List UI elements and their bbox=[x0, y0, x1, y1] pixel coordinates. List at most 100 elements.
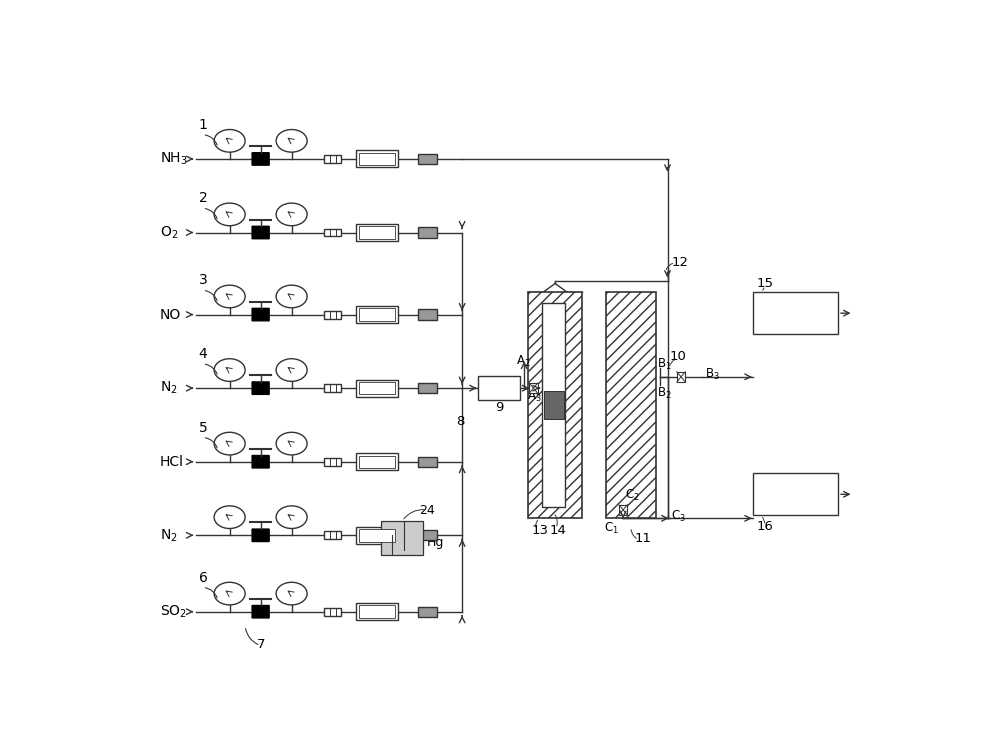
Text: SO$_2$: SO$_2$ bbox=[160, 603, 187, 620]
Text: 13: 13 bbox=[532, 524, 549, 537]
Bar bbox=[359, 309, 395, 320]
Circle shape bbox=[276, 359, 307, 381]
Circle shape bbox=[214, 582, 245, 605]
Text: 24: 24 bbox=[420, 503, 435, 517]
Text: A$_3$: A$_3$ bbox=[527, 389, 542, 404]
Text: 2: 2 bbox=[199, 191, 207, 205]
Text: 9: 9 bbox=[495, 401, 503, 415]
Circle shape bbox=[276, 432, 307, 455]
Polygon shape bbox=[252, 456, 269, 468]
Bar bbox=[478, 376, 520, 400]
Bar bbox=[359, 382, 395, 395]
Bar bbox=[356, 603, 398, 620]
Circle shape bbox=[214, 432, 245, 455]
Bar bbox=[418, 154, 437, 164]
Text: 15: 15 bbox=[757, 277, 774, 290]
Circle shape bbox=[214, 506, 245, 528]
Bar bbox=[356, 224, 398, 241]
Bar bbox=[529, 383, 538, 393]
Polygon shape bbox=[252, 382, 269, 395]
Circle shape bbox=[214, 129, 245, 152]
Circle shape bbox=[276, 582, 307, 605]
Text: N$_2$: N$_2$ bbox=[160, 527, 178, 543]
Bar bbox=[324, 531, 341, 539]
Text: O$_2$: O$_2$ bbox=[160, 224, 178, 241]
Text: 11: 11 bbox=[635, 532, 652, 545]
Bar bbox=[542, 304, 565, 507]
Bar bbox=[359, 153, 395, 165]
Bar bbox=[418, 383, 437, 393]
Polygon shape bbox=[252, 309, 269, 320]
Text: 7: 7 bbox=[256, 639, 265, 651]
Bar bbox=[418, 227, 437, 237]
Circle shape bbox=[276, 129, 307, 152]
Bar bbox=[418, 606, 437, 617]
Circle shape bbox=[214, 359, 245, 381]
Bar bbox=[324, 155, 341, 163]
Bar bbox=[356, 380, 398, 397]
Text: 12: 12 bbox=[671, 257, 688, 270]
Text: NH$_3$: NH$_3$ bbox=[160, 151, 188, 167]
Bar bbox=[418, 530, 437, 540]
Polygon shape bbox=[252, 529, 269, 542]
Circle shape bbox=[214, 203, 245, 226]
Bar bbox=[677, 372, 685, 382]
Bar bbox=[359, 226, 395, 239]
Text: 10: 10 bbox=[670, 350, 687, 363]
Text: N$_2$: N$_2$ bbox=[160, 380, 178, 396]
Text: C$_3$: C$_3$ bbox=[671, 509, 686, 523]
Polygon shape bbox=[252, 382, 269, 395]
Polygon shape bbox=[252, 153, 269, 165]
Circle shape bbox=[276, 203, 307, 226]
Bar bbox=[753, 292, 838, 334]
Polygon shape bbox=[252, 226, 269, 239]
Text: B$_2$: B$_2$ bbox=[657, 387, 672, 401]
Bar bbox=[359, 606, 395, 618]
Bar bbox=[606, 292, 656, 518]
Text: 5: 5 bbox=[199, 420, 207, 434]
Text: B$_3$: B$_3$ bbox=[705, 367, 719, 382]
Polygon shape bbox=[252, 606, 269, 618]
Bar bbox=[619, 505, 627, 515]
Circle shape bbox=[214, 285, 245, 308]
Polygon shape bbox=[252, 529, 269, 542]
Text: 16: 16 bbox=[757, 520, 774, 533]
Text: NO: NO bbox=[160, 307, 181, 322]
Circle shape bbox=[276, 285, 307, 308]
Bar bbox=[753, 473, 838, 515]
Bar bbox=[359, 529, 395, 542]
Bar bbox=[381, 521, 423, 555]
Bar bbox=[544, 391, 564, 419]
Bar bbox=[356, 453, 398, 470]
Polygon shape bbox=[252, 606, 269, 618]
Circle shape bbox=[276, 506, 307, 528]
Bar bbox=[324, 229, 341, 237]
Polygon shape bbox=[252, 456, 269, 468]
Text: Hg: Hg bbox=[427, 537, 445, 550]
Text: B$_1$: B$_1$ bbox=[657, 357, 672, 373]
Bar bbox=[356, 527, 398, 544]
Bar bbox=[324, 311, 341, 318]
Polygon shape bbox=[252, 153, 269, 165]
Text: 6: 6 bbox=[199, 570, 208, 584]
Bar bbox=[356, 306, 398, 323]
Polygon shape bbox=[252, 309, 269, 320]
Bar bbox=[324, 384, 341, 392]
Text: C$_2$: C$_2$ bbox=[625, 488, 640, 503]
Text: HCl: HCl bbox=[160, 455, 184, 469]
Bar bbox=[528, 292, 582, 518]
Text: 3: 3 bbox=[199, 273, 207, 287]
Text: C$_1$: C$_1$ bbox=[604, 521, 619, 536]
Text: A$_2$: A$_2$ bbox=[516, 354, 531, 368]
Text: 8: 8 bbox=[456, 415, 464, 428]
Text: A$_1$: A$_1$ bbox=[497, 384, 512, 398]
Text: 14: 14 bbox=[550, 524, 567, 537]
Bar bbox=[324, 458, 341, 466]
Bar bbox=[418, 456, 437, 467]
Bar bbox=[418, 309, 437, 320]
Polygon shape bbox=[252, 226, 269, 239]
Bar bbox=[324, 608, 341, 616]
Text: 4: 4 bbox=[199, 347, 207, 361]
Bar bbox=[359, 456, 395, 468]
Text: 1: 1 bbox=[199, 118, 208, 132]
